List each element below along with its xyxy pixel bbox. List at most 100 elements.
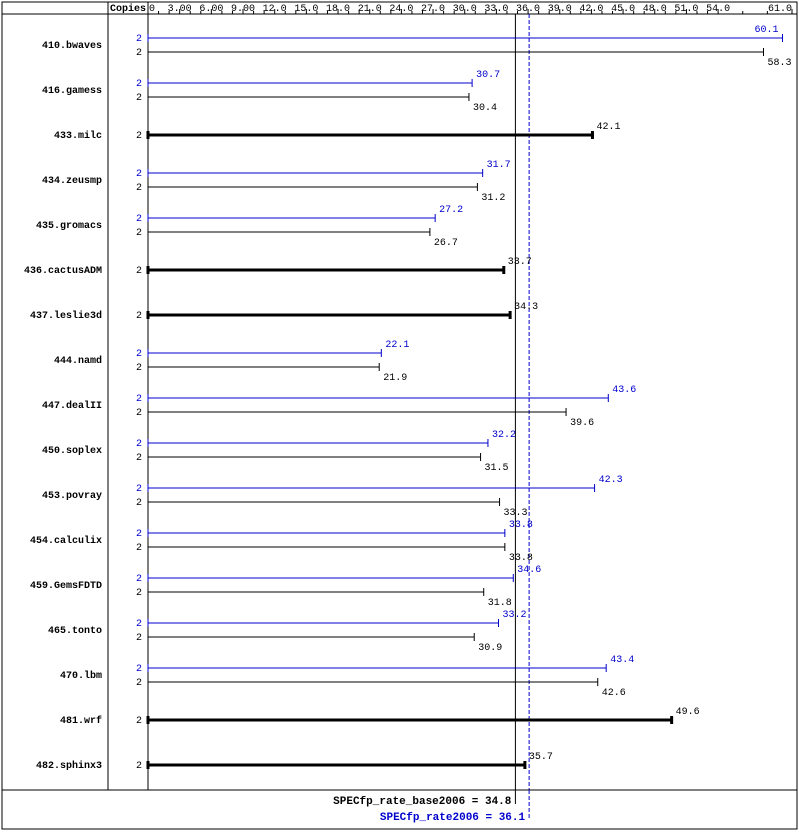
copies-value-base: 2	[136, 633, 142, 644]
xaxis-label: 6.00	[199, 4, 223, 15]
benchmark-label: 454.calculix	[30, 535, 102, 547]
bar-value-peak: 33.8	[509, 520, 533, 531]
xaxis-label: 54.0	[706, 4, 730, 15]
xaxis-label: 39.0	[548, 4, 572, 15]
benchmark-label: 450.soplex	[42, 445, 102, 457]
bar-value-peak: 31.7	[487, 160, 511, 171]
bar-value-peak: 33.2	[503, 610, 527, 621]
bar-value-base: 49.6	[676, 707, 700, 718]
bar-value-base: 42.6	[602, 688, 626, 699]
bar-value-peak: 34.6	[517, 565, 541, 576]
bar-value-base: 42.1	[596, 122, 620, 133]
bar-value-peak: 22.1	[385, 340, 409, 351]
copies-value: 2	[136, 761, 142, 772]
bar-value-base: 26.7	[434, 238, 458, 249]
bar-value-base: 58.3	[767, 58, 791, 69]
xaxis-label: 33.0	[484, 4, 508, 15]
benchmark-label: 447.dealII	[42, 400, 102, 412]
benchmark-label: 465.tonto	[48, 626, 102, 637]
benchmark-label: 482.sphinx3	[36, 760, 102, 772]
benchmark-label: 435.gromacs	[36, 221, 102, 232]
xaxis-label: 36.0	[516, 4, 540, 15]
copies-value: 2	[136, 716, 142, 727]
copies-value-base: 2	[136, 363, 142, 374]
copies-value-base: 2	[136, 543, 142, 554]
copies-value-base: 2	[136, 498, 142, 509]
bar-value-base: 35.7	[529, 752, 553, 763]
xaxis-label: 51.0	[674, 4, 698, 15]
bar-value-base: 30.9	[478, 643, 502, 654]
bar-value-base: 34.3	[514, 302, 538, 313]
xaxis-label: 21.0	[358, 4, 382, 15]
copies-value: 2	[136, 266, 142, 277]
benchmark-label: 453.povray	[42, 491, 102, 502]
xaxis-label: 15.0	[294, 4, 318, 15]
benchmark-label: 433.milc	[54, 130, 102, 142]
bar-value-base: 33.7	[508, 257, 532, 268]
bar-value-peak: 43.6	[612, 385, 636, 396]
xaxis-label: 18.0	[326, 4, 350, 15]
bar-value-peak: 60.1	[754, 25, 778, 36]
copies-value-peak: 2	[136, 214, 142, 225]
xaxis-label: 0	[149, 4, 155, 15]
copies-value-peak: 2	[136, 34, 142, 45]
copies-value-base: 2	[136, 228, 142, 239]
xaxis-label: 3.00	[168, 4, 192, 15]
bar-value-peak: 42.3	[599, 475, 623, 486]
benchmark-label: 470.lbm	[60, 670, 102, 682]
copies-value-peak: 2	[136, 484, 142, 495]
xaxis-label: 42.0	[579, 4, 603, 15]
copies-value-peak: 2	[136, 169, 142, 180]
chart-border	[2, 2, 797, 829]
copies-value: 2	[136, 131, 142, 142]
xaxis-label: 27.0	[421, 4, 445, 15]
bar-value-peak: 43.4	[610, 655, 634, 666]
xaxis-label: 61.0	[768, 4, 792, 15]
benchmark-label: 481.wrf	[60, 715, 102, 727]
benchmark-label: 444.namd	[54, 355, 102, 367]
spec-chart: Copies0 3.00 6.00 9.00 12.0 15.0 18.0 21.0 24.0 2…	[0, 0, 799, 831]
reference-label: SPECfp_rate2006 = 36.1	[380, 812, 526, 824]
benchmark-label: 459.GemsFDTD	[30, 581, 102, 592]
copies-value-base: 2	[136, 408, 142, 419]
bar-value-base: 31.5	[485, 463, 509, 474]
bar-value-base: 30.4	[473, 103, 497, 114]
copies-value-peak: 2	[136, 619, 142, 630]
copies-value-peak: 2	[136, 439, 142, 450]
copies-value-base: 2	[136, 93, 142, 104]
xaxis-label: 30.0	[453, 4, 477, 15]
bar-value-peak: 27.2	[439, 205, 463, 216]
benchmark-label: 437.leslie3d	[30, 310, 102, 322]
chart-svg: Copies0 3.00 6.00 9.00 12.0 15.0 18.0 21.0 24.0 2…	[0, 0, 799, 831]
copies-value-peak: 2	[136, 394, 142, 405]
copies-value-base: 2	[136, 678, 142, 689]
copies-header: Copies	[110, 3, 146, 15]
xaxis-label: 12.0	[263, 4, 287, 15]
xaxis-label: 48.0	[643, 4, 667, 15]
bar-value-peak: 30.7	[476, 70, 500, 81]
copies-value-peak: 2	[136, 349, 142, 360]
benchmark-label: 416.gamess	[42, 86, 102, 97]
benchmark-label: 436.cactusADM	[24, 266, 102, 277]
xaxis-label: 9.00	[231, 4, 255, 15]
copies-value-base: 2	[136, 453, 142, 464]
copies-value-peak: 2	[136, 529, 142, 540]
benchmark-label: 434.zeusmp	[42, 176, 102, 187]
copies-value-peak: 2	[136, 79, 142, 90]
copies-value-base: 2	[136, 48, 142, 59]
copies-value-base: 2	[136, 183, 142, 194]
bar-value-base: 21.9	[383, 373, 407, 384]
copies-value-peak: 2	[136, 574, 142, 585]
bar-value-base: 39.6	[570, 418, 594, 429]
bar-value-base: 33.3	[504, 508, 528, 519]
bar-value-base: 31.8	[488, 598, 512, 609]
reference-label: SPECfp_rate_base2006 = 34.8	[333, 796, 512, 808]
bar-value-base: 31.2	[481, 193, 505, 204]
copies-value: 2	[136, 311, 142, 322]
copies-value-peak: 2	[136, 664, 142, 675]
bar-value-base: 33.8	[509, 553, 533, 564]
xaxis-label: 24.0	[389, 4, 413, 15]
benchmark-label: 410.bwaves	[42, 40, 102, 52]
xaxis-label: 45.0	[611, 4, 635, 15]
copies-value-base: 2	[136, 588, 142, 599]
